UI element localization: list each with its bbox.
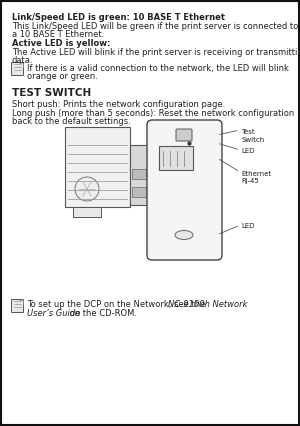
Text: Test
Switch: Test Switch (241, 129, 264, 143)
Text: Long push (more than 5 seconds): Reset the network configuration: Long push (more than 5 seconds): Reset t… (12, 109, 294, 118)
Text: NC-9100h Network: NC-9100h Network (168, 300, 247, 309)
Text: TEST SWITCH: TEST SWITCH (12, 88, 91, 98)
Bar (132, 169, 146, 179)
Bar (132, 187, 146, 197)
Text: Link/Speed LED is green: 10 BASE T Ethernet: Link/Speed LED is green: 10 BASE T Ether… (12, 13, 225, 22)
FancyBboxPatch shape (176, 129, 192, 141)
Text: on the CD-ROM.: on the CD-ROM. (67, 309, 137, 318)
Text: If there is a valid connection to the network, the LED will blink: If there is a valid connection to the ne… (27, 64, 289, 73)
Text: back to the default settings.: back to the default settings. (12, 117, 131, 126)
Text: This Link/Speed LED will be green if the print server is connected to: This Link/Speed LED will be green if the… (12, 22, 298, 31)
Text: User’s Guide: User’s Guide (27, 309, 80, 318)
Text: Short push: Prints the network configuration page.: Short push: Prints the network configura… (12, 100, 225, 109)
Text: Active LED is yellow:: Active LED is yellow: (12, 39, 110, 48)
Text: To set up the DCP on the Network, see the: To set up the DCP on the Network, see th… (27, 300, 208, 309)
Text: orange or green.: orange or green. (27, 72, 98, 81)
Ellipse shape (175, 230, 193, 239)
Bar (73, 207, 101, 217)
Text: Ethernet
RJ-45: Ethernet RJ-45 (241, 171, 271, 184)
FancyBboxPatch shape (159, 146, 193, 170)
Bar (65, 127, 130, 207)
FancyBboxPatch shape (11, 299, 23, 313)
Text: The Active LED will blink if the print server is receiving or transmitting: The Active LED will blink if the print s… (12, 48, 300, 57)
Text: LED: LED (241, 223, 254, 229)
FancyBboxPatch shape (147, 120, 222, 260)
Text: a 10 BASE T Ethernet.: a 10 BASE T Ethernet. (12, 30, 104, 39)
Bar (130, 145, 148, 205)
Text: data.: data. (12, 56, 34, 65)
FancyBboxPatch shape (11, 63, 23, 75)
Text: LED: LED (241, 148, 254, 154)
Circle shape (75, 177, 99, 201)
